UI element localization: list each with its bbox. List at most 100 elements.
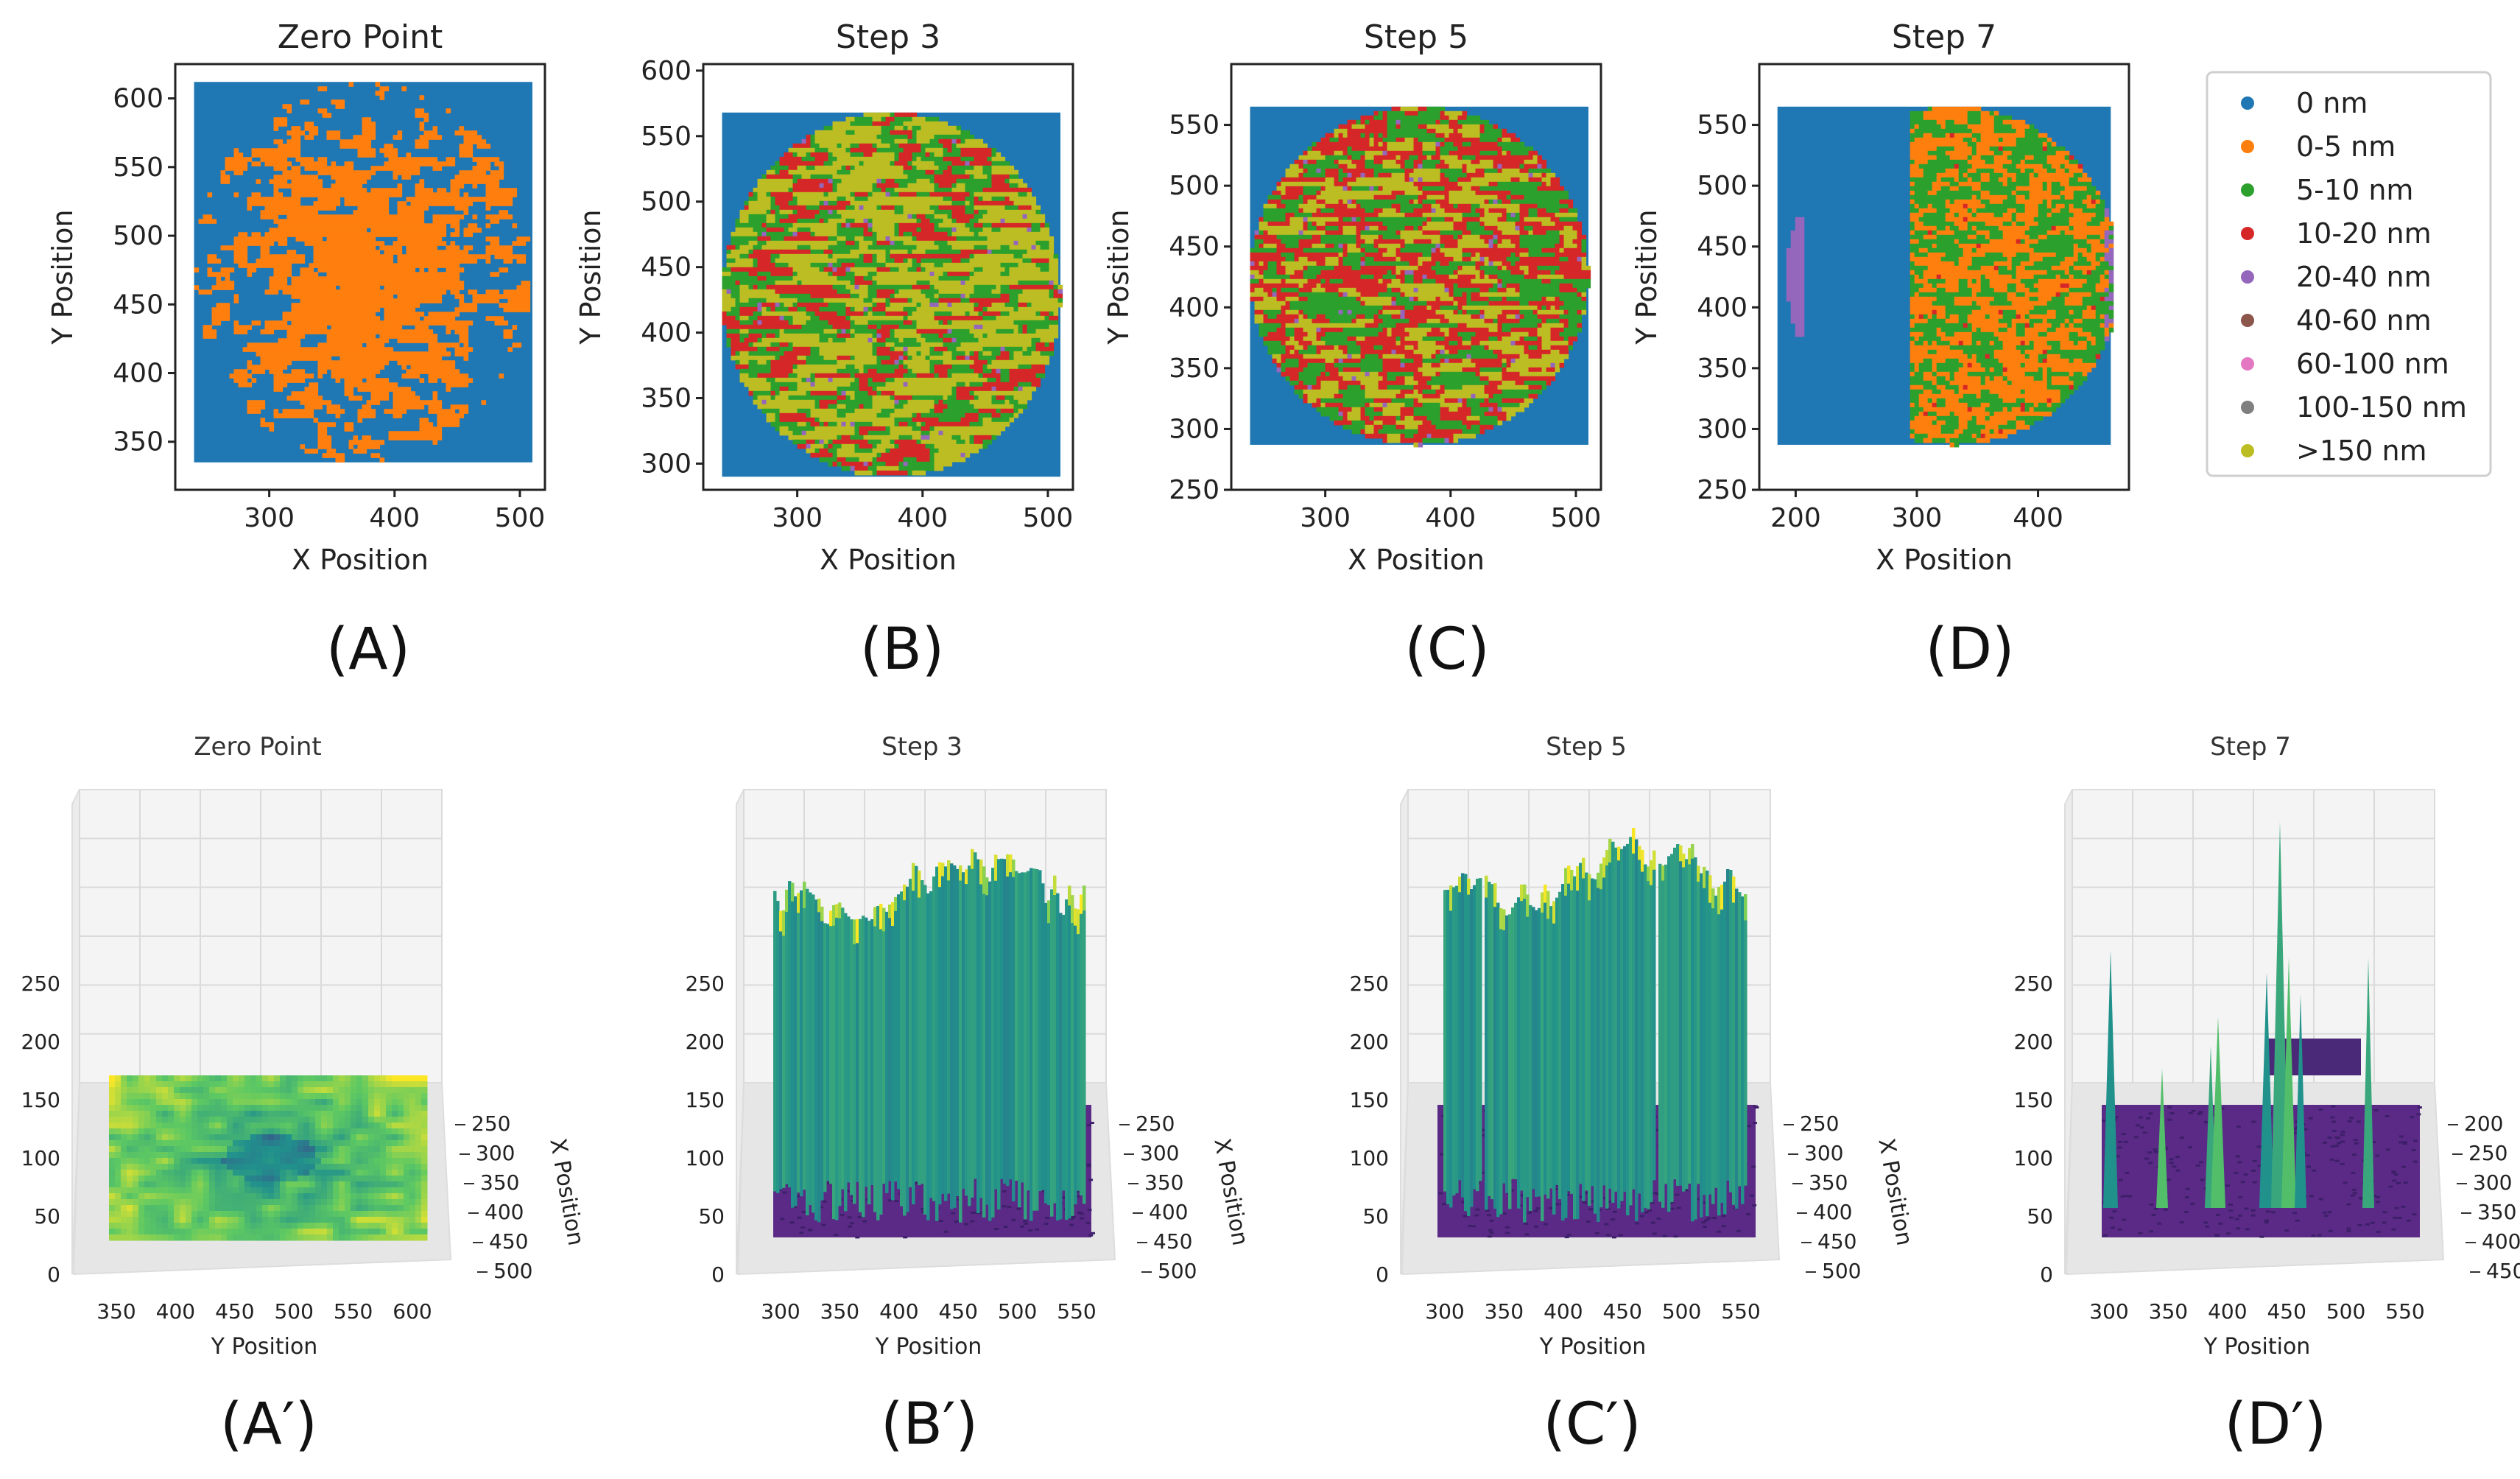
scatter-point xyxy=(806,359,812,365)
scatter-point xyxy=(819,395,825,401)
scatter-point xyxy=(770,262,776,268)
scatter-point xyxy=(753,395,759,401)
scatter-point xyxy=(375,223,381,228)
scatter-point xyxy=(375,320,381,326)
scatter-point xyxy=(512,325,518,330)
scatter-point xyxy=(761,377,767,383)
scatter-point xyxy=(766,355,772,361)
scatter-point xyxy=(797,329,803,334)
scatter-point xyxy=(362,307,367,312)
scatter-point xyxy=(362,294,367,299)
scatter-point xyxy=(850,218,856,224)
scatter-point xyxy=(770,421,776,427)
scatter-point xyxy=(788,412,794,418)
scatter-point xyxy=(282,117,288,122)
scatter-point xyxy=(282,175,288,180)
scatter-point xyxy=(766,183,772,189)
scatter-point xyxy=(238,170,244,175)
scatter-point xyxy=(238,263,244,268)
scatter-point xyxy=(291,334,297,339)
scatter-point xyxy=(353,263,359,268)
scatter-point xyxy=(362,170,367,175)
scatter-point xyxy=(282,281,288,286)
scatter-point xyxy=(344,228,350,233)
scatter-point xyxy=(428,157,434,162)
scatter-point xyxy=(837,452,842,458)
scatter-point xyxy=(322,431,328,436)
scatter-point xyxy=(353,267,359,273)
scatter-point xyxy=(313,391,319,396)
scatter-point xyxy=(291,166,297,171)
scatter-point xyxy=(832,390,838,396)
scatter-point xyxy=(313,219,319,224)
scatter-point xyxy=(362,175,367,180)
scatter-point xyxy=(850,412,856,418)
scatter-point xyxy=(757,359,763,365)
scatter-point xyxy=(326,250,332,255)
scatter-point xyxy=(814,196,820,202)
scatter-point xyxy=(419,135,425,140)
scatter-point xyxy=(770,311,776,317)
scatter-point xyxy=(401,409,407,414)
scatter-point xyxy=(792,377,798,383)
scatter-point xyxy=(823,134,829,140)
scatter-point xyxy=(437,161,443,166)
scatter-point xyxy=(286,360,292,365)
scatter-point xyxy=(260,404,266,410)
scatter-point xyxy=(384,334,390,339)
scatter-point xyxy=(872,156,878,162)
scatter-point xyxy=(415,369,420,374)
scatter-point xyxy=(339,219,345,224)
scatter-point xyxy=(375,192,381,197)
scatter-point xyxy=(269,422,275,427)
scatter-point xyxy=(304,236,310,242)
scatter-point xyxy=(810,174,816,180)
scatter-point xyxy=(322,285,328,290)
scatter-point xyxy=(211,334,217,339)
scatter-point xyxy=(357,241,363,246)
scatter-point xyxy=(863,395,869,401)
scatter-point xyxy=(766,249,772,255)
scatter-point xyxy=(806,412,812,418)
scatter-point xyxy=(854,368,860,374)
scatter-point xyxy=(876,152,882,158)
scatter-point xyxy=(775,377,781,383)
scatter-point xyxy=(344,259,350,264)
scatter-point xyxy=(428,431,434,436)
scatter-point xyxy=(468,289,474,295)
scatter-point xyxy=(739,214,745,219)
scatter-point xyxy=(850,134,856,140)
scatter-point xyxy=(775,324,781,330)
scatter-point xyxy=(850,165,856,171)
scatter-point xyxy=(251,347,257,352)
scatter-point xyxy=(810,355,816,361)
scatter-point xyxy=(850,430,856,436)
scatter-point xyxy=(841,377,847,383)
scatter-point xyxy=(406,205,412,211)
scatter-point xyxy=(393,241,398,246)
scatter-point xyxy=(832,435,838,440)
scatter-point xyxy=(335,329,341,334)
scatter-point xyxy=(419,404,425,410)
scatter-point xyxy=(317,320,323,326)
scatter-point xyxy=(837,245,842,250)
scatter-point xyxy=(406,396,412,401)
scatter-point xyxy=(503,259,509,264)
scatter-point xyxy=(806,214,812,219)
scatter-point xyxy=(309,263,314,268)
scatter-point xyxy=(810,346,816,352)
scatter-point xyxy=(225,179,230,184)
scatter-point xyxy=(406,294,412,299)
scatter-point xyxy=(739,271,745,277)
scatter-point xyxy=(837,192,842,197)
scatter-point xyxy=(850,311,856,317)
scatter-point xyxy=(744,306,750,312)
scatter-point xyxy=(828,218,834,224)
scatter-point xyxy=(344,254,350,259)
scatter-point xyxy=(806,395,812,401)
scatter-point xyxy=(357,347,363,352)
scatter-point xyxy=(331,241,337,246)
scatter-point xyxy=(326,294,332,299)
scatter-point xyxy=(304,126,310,131)
scatter-point xyxy=(731,355,736,361)
